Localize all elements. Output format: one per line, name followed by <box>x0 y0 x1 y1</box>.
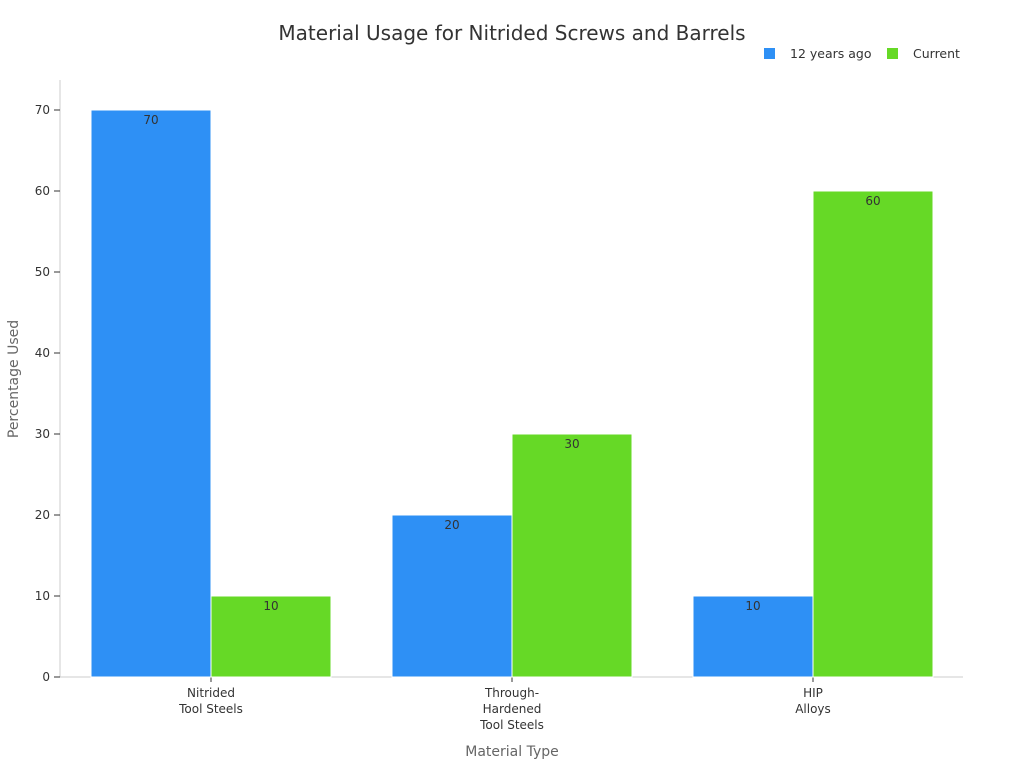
y-tick-label: 30 <box>35 427 50 441</box>
legend-label-12-years-ago: 12 years ago <box>790 46 872 61</box>
data-label: 20 <box>444 518 459 532</box>
data-labels: 70 10 20 30 10 60 <box>143 113 880 613</box>
legend-swatch-current <box>887 48 898 59</box>
bar-current-through-hardened-tool-steels <box>511 433 633 678</box>
legend-swatch-12-years-ago <box>764 48 775 59</box>
bar-12-years-ago-hip-alloys <box>692 595 814 678</box>
y-axis-title: Percentage Used <box>6 320 22 438</box>
y-tick-label: 50 <box>35 265 50 279</box>
data-label: 10 <box>263 599 278 613</box>
bar-12-years-ago-through-hardened-tool-steels <box>391 514 513 678</box>
x-tick-label: Nitrided Tool Steels <box>178 686 243 716</box>
x-tick-label: HIP Alloys <box>795 686 831 716</box>
legend: 12 years ago Current <box>764 46 960 61</box>
bar-12-years-ago-nitrided-tool-steels <box>90 109 212 678</box>
data-label: 60 <box>865 194 880 208</box>
data-label: 10 <box>745 599 760 613</box>
data-label: 30 <box>564 437 579 451</box>
y-tick-label: 0 <box>42 670 50 684</box>
y-tick-label: 10 <box>35 589 50 603</box>
y-tick-label: 60 <box>35 184 50 198</box>
x-tick-label: Through-Hardened Tool Steels <box>479 686 544 732</box>
data-label: 70 <box>143 113 158 127</box>
y-tick-label: 40 <box>35 346 50 360</box>
bar-current-hip-alloys <box>812 190 934 678</box>
y-tick-label: 70 <box>35 103 50 117</box>
chart-title: Material Usage for Nitrided Screws and B… <box>278 21 745 45</box>
legend-label-current: Current <box>913 46 960 61</box>
x-axis: Nitrided Tool Steels Through-Hardened Tool … <box>60 676 963 732</box>
y-axis: 0 10 20 30 40 50 60 70 <box>35 80 61 684</box>
bar-current-nitrided-tool-steels <box>210 595 332 678</box>
bars <box>90 109 934 678</box>
y-tick-label: 20 <box>35 508 50 522</box>
x-axis-title: Material Type <box>465 744 558 760</box>
